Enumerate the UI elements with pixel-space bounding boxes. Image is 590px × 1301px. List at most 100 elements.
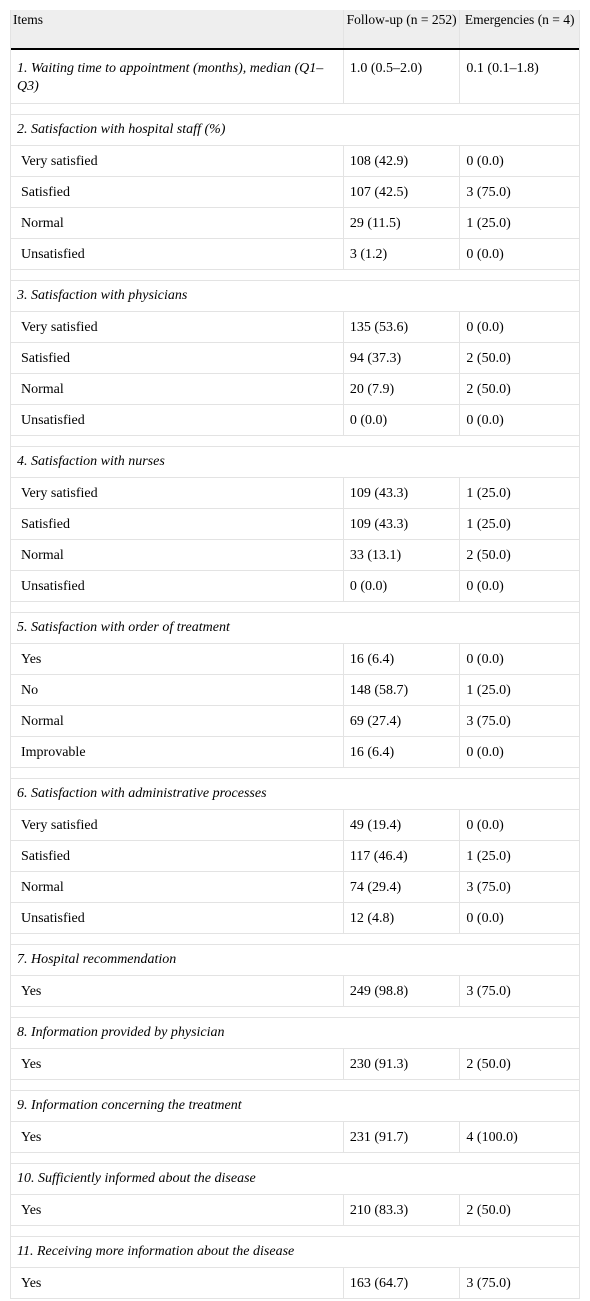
row-followup: 49 (19.4): [344, 810, 461, 840]
row-followup: 135 (53.6): [344, 312, 461, 342]
section-title: 10. Sufficiently informed about the dise…: [17, 1171, 256, 1186]
table-header: Items Follow-up (n = 252) Emergencies (n…: [11, 10, 579, 50]
row-emergencies: 2 (50.0): [466, 1203, 511, 1218]
row-emergencies: 2 (50.0): [466, 351, 511, 366]
table-row: No 148 (58.7) 1 (25.0): [11, 675, 579, 706]
section-title: 11. Receiving more information about the…: [17, 1244, 295, 1259]
section-spacer: [11, 1226, 579, 1237]
row-emergencies: 2 (50.0): [466, 548, 511, 563]
row-label: Normal: [11, 540, 344, 570]
row-label: Satisfied: [11, 177, 344, 207]
row-followup: 29 (11.5): [344, 208, 461, 238]
row-followup: 109 (43.3): [344, 478, 461, 508]
table-row: Yes 231 (91.7) 4 (100.0): [11, 1122, 579, 1153]
row-followup: 108 (42.9): [344, 146, 461, 176]
row-emergencies: 0 (0.0): [466, 652, 504, 667]
section-spacer: [11, 436, 579, 447]
row-followup: 16 (6.4): [344, 737, 461, 767]
section-emergencies: 0.1 (0.1–1.8): [466, 61, 539, 76]
row-emergencies: 0 (0.0): [466, 579, 504, 594]
row-emergencies: 1 (25.0): [466, 486, 511, 501]
row-emergencies: 3 (75.0): [466, 984, 511, 999]
header-items: Items: [11, 10, 344, 48]
table-row: Satisfied 109 (43.3) 1 (25.0): [11, 509, 579, 540]
table-row: Yes 249 (98.8) 3 (75.0): [11, 976, 579, 1007]
table-row: Very satisfied 49 (19.4) 0 (0.0): [11, 810, 579, 841]
row-followup: 0 (0.0): [344, 571, 461, 601]
row-emergencies: 3 (75.0): [466, 880, 511, 895]
row-followup: 3 (1.2): [344, 239, 461, 269]
header-followup: Follow-up (n = 252): [344, 10, 461, 48]
row-label: Yes: [11, 1268, 344, 1298]
row-emergencies: 0 (0.0): [466, 413, 504, 428]
satisfaction-table: Items Follow-up (n = 252) Emergencies (n…: [10, 10, 580, 1299]
row-followup: 117 (46.4): [344, 841, 461, 871]
row-followup: 148 (58.7): [344, 675, 461, 705]
row-label: Very satisfied: [11, 312, 344, 342]
section-row: 9. Information concerning the treatment: [11, 1091, 579, 1122]
row-label: Unsatisfied: [11, 239, 344, 269]
row-label: Normal: [11, 872, 344, 902]
table-row: Very satisfied 135 (53.6) 0 (0.0): [11, 312, 579, 343]
row-followup: 33 (13.1): [344, 540, 461, 570]
section-title: 2. Satisfaction with hospital staff (%): [17, 122, 226, 137]
section-row: 2. Satisfaction with hospital staff (%): [11, 115, 579, 146]
table-row: Yes 210 (83.3) 2 (50.0): [11, 1195, 579, 1226]
section-title: 5. Satisfaction with order of treatment: [17, 620, 230, 635]
section-row: 8. Information provided by physician: [11, 1018, 579, 1049]
table-row: Satisfied 94 (37.3) 2 (50.0): [11, 343, 579, 374]
row-label: Satisfied: [11, 343, 344, 373]
table-body: 1. Waiting time to appointment (months),…: [11, 50, 579, 1299]
section-row: 1. Waiting time to appointment (months),…: [11, 50, 579, 104]
header-emergencies: Emergencies (n = 4): [464, 12, 575, 27]
section-followup: 1.0 (0.5–2.0): [344, 50, 461, 103]
row-followup: 109 (43.3): [344, 509, 461, 539]
row-emergencies: 3 (75.0): [466, 1276, 511, 1291]
table-row: Yes 16 (6.4) 0 (0.0): [11, 644, 579, 675]
row-emergencies: 3 (75.0): [466, 185, 511, 200]
row-label: Unsatisfied: [11, 903, 344, 933]
row-emergencies: 2 (50.0): [466, 382, 511, 397]
row-label: Yes: [11, 976, 344, 1006]
table-row: Normal 20 (7.9) 2 (50.0): [11, 374, 579, 405]
row-label: Unsatisfied: [11, 405, 344, 435]
section-row: 6. Satisfaction with administrative proc…: [11, 779, 579, 810]
row-followup: 249 (98.8): [344, 976, 461, 1006]
row-followup: 12 (4.8): [344, 903, 461, 933]
row-emergencies: 0 (0.0): [466, 911, 504, 926]
row-label: Normal: [11, 374, 344, 404]
table-row: Satisfied 117 (46.4) 1 (25.0): [11, 841, 579, 872]
row-label: Yes: [11, 1122, 344, 1152]
row-emergencies: 0 (0.0): [466, 247, 504, 262]
section-row: 4. Satisfaction with nurses: [11, 447, 579, 478]
row-followup: 16 (6.4): [344, 644, 461, 674]
table-row: Unsatisfied 12 (4.8) 0 (0.0): [11, 903, 579, 934]
row-emergencies: 0 (0.0): [466, 818, 504, 833]
row-label: Unsatisfied: [11, 571, 344, 601]
table-row: Unsatisfied 0 (0.0) 0 (0.0): [11, 571, 579, 602]
row-emergencies: 1 (25.0): [466, 517, 511, 532]
section-title: 6. Satisfaction with administrative proc…: [17, 786, 267, 801]
row-followup: 107 (42.5): [344, 177, 461, 207]
section-spacer: [11, 1080, 579, 1091]
section-spacer: [11, 104, 579, 115]
section-title: 9. Information concerning the treatment: [17, 1098, 242, 1113]
table-row: Normal 33 (13.1) 2 (50.0): [11, 540, 579, 571]
row-followup: 231 (91.7): [344, 1122, 461, 1152]
table-row: Satisfied 107 (42.5) 3 (75.0): [11, 177, 579, 208]
row-followup: 74 (29.4): [344, 872, 461, 902]
row-label: Normal: [11, 706, 344, 736]
row-emergencies: 0 (0.0): [466, 154, 504, 169]
table-row: Normal 74 (29.4) 3 (75.0): [11, 872, 579, 903]
row-label: Improvable: [11, 737, 344, 767]
section-title: 3. Satisfaction with physicians: [17, 288, 188, 303]
row-label: Yes: [11, 1195, 344, 1225]
section-spacer: [11, 1153, 579, 1164]
row-followup: 210 (83.3): [344, 1195, 461, 1225]
section-row: 10. Sufficiently informed about the dise…: [11, 1164, 579, 1195]
section-spacer: [11, 934, 579, 945]
row-followup: 20 (7.9): [344, 374, 461, 404]
table-row: Normal 29 (11.5) 1 (25.0): [11, 208, 579, 239]
row-emergencies: 1 (25.0): [466, 849, 511, 864]
row-followup: 94 (37.3): [344, 343, 461, 373]
